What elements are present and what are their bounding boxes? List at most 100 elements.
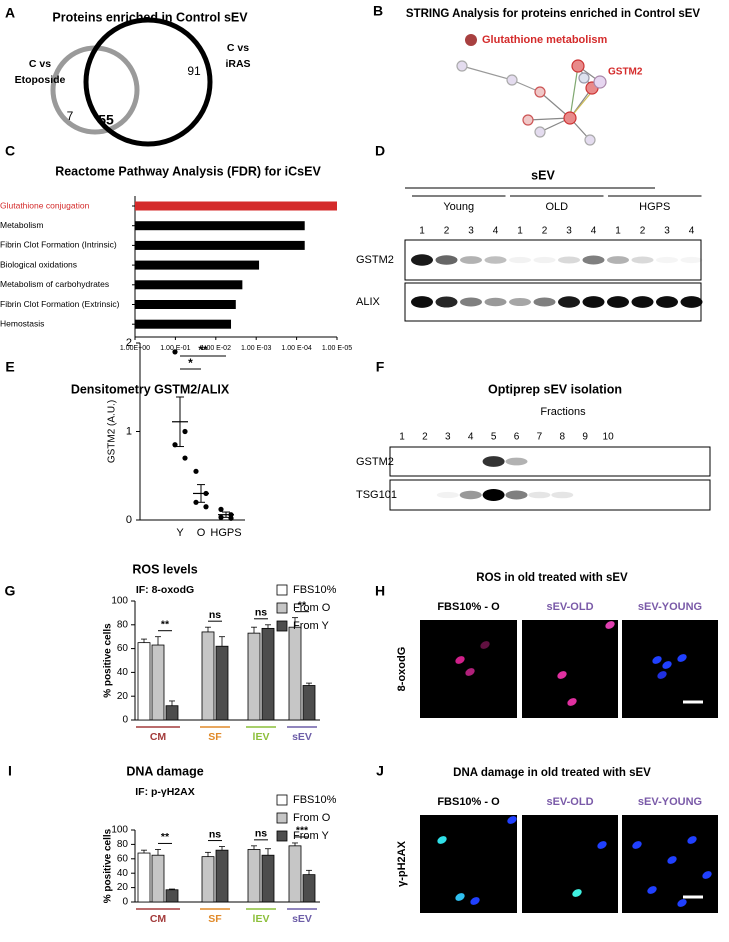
y-tick-label: 20 [117,691,129,702]
lane-label: 4 [689,226,695,237]
y-tick-label: 100 [111,596,128,607]
chart-title: ROS levels [132,562,197,576]
category-label: Metabolism of carbohydrates [0,279,109,289]
legend-label: From O [293,602,331,614]
x-tick-label: lEV [253,731,270,743]
nucleus [470,897,480,905]
nucleus [465,668,475,676]
fraction-label: 3 [445,432,451,443]
fraction-label: 8 [560,432,566,443]
condition-label: sEV-YOUNG [638,796,702,808]
blot-band [411,254,433,266]
y-axis-label: % positive cells [103,828,114,903]
node [563,111,577,125]
node [578,72,590,84]
y-tick-label: 20 [117,882,129,893]
nucleus [687,836,697,844]
fraction-label: 10 [603,432,615,443]
category-label: Metabolism [0,220,43,230]
y-tick-label: 80 [117,619,129,630]
y-tick-label: 40 [117,868,129,879]
nucleus [652,656,662,664]
panel-subtitle: IF: p-γH2AX [135,786,195,798]
x-tick-label: 1.00 E-05 [322,345,352,352]
row-label: TSG101 [356,489,397,501]
nucleus [677,899,687,907]
legend-swatch [276,584,288,596]
blot-band [509,297,531,307]
lane-label: 3 [566,226,572,237]
blot-band [582,296,605,308]
legend-label: From Y [293,620,330,632]
lane-label: 2 [640,226,646,237]
blot-band [631,256,654,264]
bar [288,626,302,721]
panel-letter: I [8,763,12,779]
legend-swatch [276,830,288,842]
panel-letter: J [376,763,384,779]
blot-band [460,297,482,307]
nucleus [667,856,677,864]
x-tick-label: 1.00 E-02 [201,345,231,352]
fraction-label: 6 [514,432,520,443]
y-tick-label: 0 [122,897,128,908]
venn-count: 55 [98,112,114,128]
legend-label: FBS10% [293,584,337,596]
panel-letter: F [376,359,385,375]
x-tick-label: CM [150,913,167,925]
significance-label: ns [255,828,267,840]
blot-band [459,490,482,500]
fraction-label: 9 [582,432,588,443]
venn-label: iRAS [225,58,250,70]
bar [151,854,165,903]
venn-set [83,17,213,147]
blot-band [533,297,556,307]
bar [137,852,151,903]
panel-subtitle: IF: 8-oxodG [136,584,194,596]
bar [151,644,165,721]
nucleus [597,841,607,849]
legend-swatch [276,812,288,824]
bar [302,685,316,721]
panel-letter: G [5,583,16,599]
y-tick-label: 60 [117,643,129,654]
data-point [182,428,188,435]
node [593,75,607,89]
category-label: Hemostasis [0,318,44,328]
blot-frame [389,446,711,477]
nucleus [657,671,667,679]
panel-letter: E [5,359,14,375]
venn-count: 91 [187,64,201,78]
panel-letter: A [5,5,15,21]
lane-label: 3 [468,226,474,237]
micrograph [522,815,618,913]
nucleus [647,886,657,894]
bar [135,300,236,309]
condition-label: sEV-OLD [546,796,593,808]
blot-band [680,256,703,264]
panel-title: STRING Analysis for proteins enriched in… [406,8,700,20]
fraction-label: 4 [468,432,474,443]
venn-count: 7 [67,109,74,123]
node [534,86,546,98]
bar [302,874,316,903]
legend-swatch [276,602,288,614]
string-network [456,59,607,146]
nucleus [632,841,642,849]
y-tick-label: 60 [117,853,129,864]
x-tick-label: SF [208,913,222,925]
blot-band [558,296,580,308]
axis-label: Fractions [540,406,586,418]
data-point [218,506,224,512]
y-tick-label: 0 [126,514,132,526]
row-label: ALIX [356,296,381,308]
x-tick-label: 1.00 E-04 [281,345,311,352]
x-tick-label: sEV [292,913,312,925]
y-tick-label: 2 [126,337,132,349]
bar [247,849,261,903]
blot-band [505,457,528,466]
bar [135,221,305,231]
blot-band [509,256,531,264]
